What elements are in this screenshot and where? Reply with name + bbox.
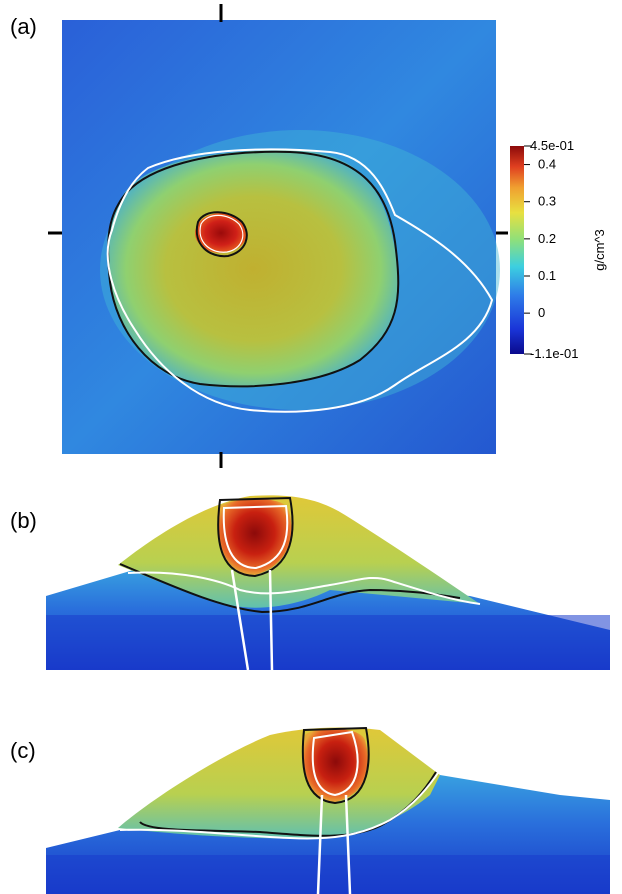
panel-b-hotspot (217, 498, 292, 575)
colorbar: 4.5e-01 -1.1e-01 0.4 0.3 0.2 0.1 0 g/cm^3 (510, 138, 607, 361)
panel-b-white-contour-outer (127, 571, 481, 605)
panel-b-black-contour-outer (119, 563, 461, 614)
panel-a-black-contour-inner (195, 211, 248, 258)
panel-c-label: (c) (10, 738, 36, 763)
colorbar-tick-label: 0.1 (538, 268, 556, 283)
panel-a-label: (a) (10, 14, 37, 39)
panel-b-white-contour-inner (222, 504, 289, 570)
colorbar-gradient (510, 146, 524, 354)
panel-a-black-contour-outer (107, 150, 400, 388)
colorbar-ticks: 0.4 0.3 0.2 0.1 0 (524, 157, 556, 320)
panel-a-hotspot (195, 213, 247, 253)
panel-c-deep-field (46, 855, 610, 894)
panel-c-white-contour-inner (311, 730, 359, 797)
colorbar-min-label: -1.1e-01 (530, 346, 578, 361)
panel-b (46, 495, 610, 671)
panel-c (46, 726, 610, 894)
panel-a-anomaly-body (108, 150, 399, 388)
panel-b-black-contour-inner (217, 496, 294, 578)
panel-b-label: (b) (10, 508, 37, 533)
panel-b-white-stem (230, 569, 274, 671)
panel-b-deep-field (46, 615, 610, 670)
panel-c-black-contour-inner (301, 726, 370, 805)
panel-c-white-stem (316, 794, 352, 894)
colorbar-tick-label: 0.3 (538, 194, 556, 209)
colorbar-max-label: 4.5e-01 (530, 138, 574, 153)
panel-a (48, 4, 508, 468)
colorbar-tick-label: 0.4 (538, 157, 556, 172)
colorbar-tick-label: 0.2 (538, 231, 556, 246)
colorbar-unit: g/cm^3 (592, 229, 607, 271)
panel-a-white-contour-outer (106, 148, 494, 413)
colorbar-tick-label: 0 (538, 305, 545, 320)
panel-a-white-contour-inner (199, 214, 244, 253)
